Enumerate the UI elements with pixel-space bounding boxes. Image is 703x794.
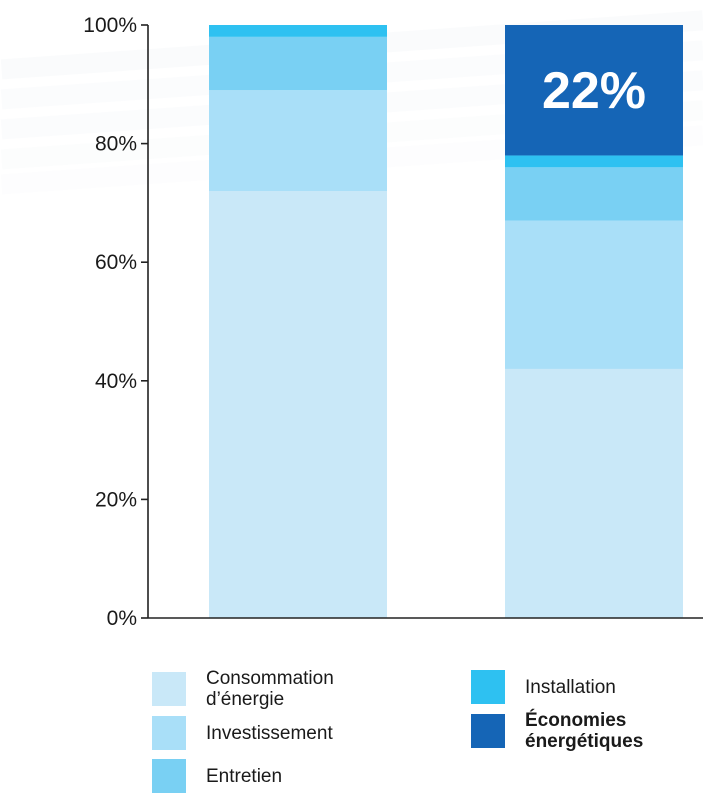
bar-segment [505,368,683,618]
bar-segment [505,167,683,221]
legend-swatch-investissement [152,716,186,750]
y-tick-label: 40% [95,370,137,393]
legend-label-consommation: Consommation d’énergie [206,668,334,710]
legend-label-investissement: Investissement [206,722,333,744]
bar-segment [209,25,387,37]
legend-label-entretien: Entretien [206,765,283,787]
y-tick-label: 80% [95,133,137,156]
legend-item-entretien: Entretien [152,759,282,793]
y-tick-label: 100% [83,14,137,37]
y-tick-label: 20% [95,488,137,511]
bar-segment [209,191,387,619]
legend-swatch-consommation [152,672,186,706]
legend-label-economies: Économies énergétiques [525,710,644,752]
bars-group [209,25,683,619]
legend-item-consommation: Consommation d’énergie [152,668,334,710]
labels-group: 0% 20% 40% 60% 80% 100% 22% [83,14,646,630]
legend-item-investissement: Investissement [152,716,333,750]
bar-segment [505,155,683,168]
savings-callout: 22% [542,62,646,120]
bar-segment [505,220,683,369]
bar-segment [209,90,387,192]
legend-swatch-installation [471,670,505,704]
legend-item-economies: Économies énergétiques [471,710,643,752]
bar-segment [209,36,387,91]
y-tick-label: 0% [107,607,137,630]
legend-item-installation: Installation [471,670,616,704]
stacked-bar-chart: 0% 20% 40% 60% 80% 100% 22% [83,14,703,630]
legend-swatch-entretien [152,759,186,793]
legend-label-installation: Installation [525,676,616,698]
legend-swatch-economies [471,714,505,748]
bar-segment [505,25,683,156]
chart-legend: Consommation d’énergie Investissement En… [0,640,703,794]
axes-group [141,24,703,619]
y-tick-label: 60% [95,251,137,274]
